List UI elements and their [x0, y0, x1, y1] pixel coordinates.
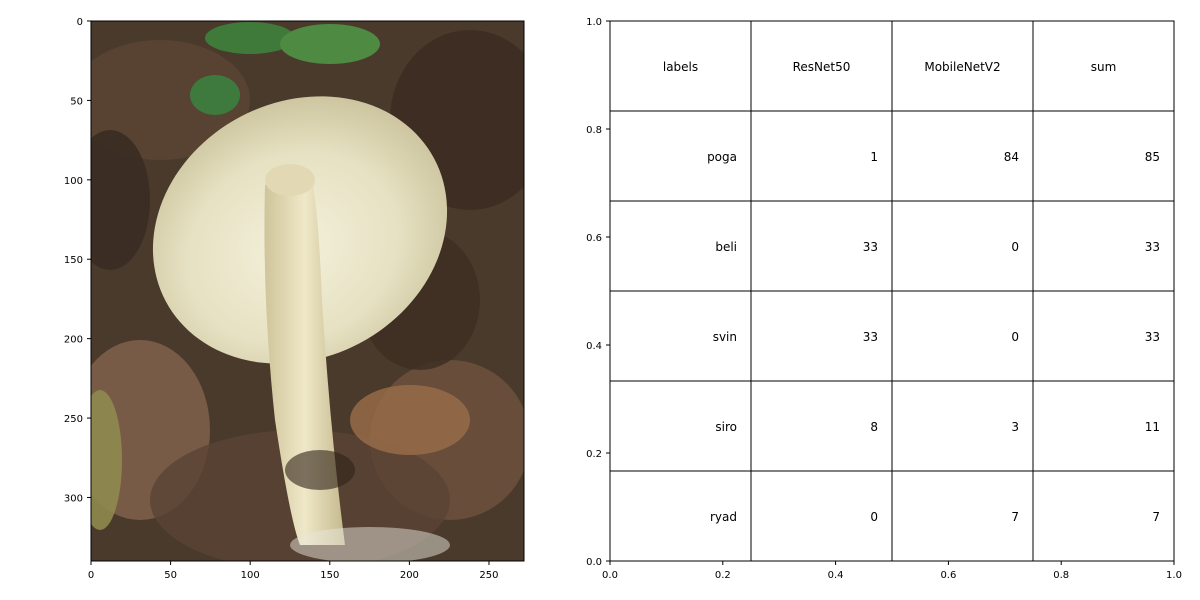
- image-axes: 0 50 100 150 200 250 0 50 100 150 200 250 300: [64, 17, 525, 581]
- table-row-label: poga: [707, 150, 737, 164]
- image-x-tick-label: 250: [479, 570, 498, 581]
- image-y-tick-label: 200: [64, 335, 83, 346]
- table-header-cell: sum: [1091, 60, 1117, 74]
- table-y-tick-label: 0.0: [586, 557, 602, 568]
- table-cell: 85: [1145, 150, 1160, 164]
- table-x-tick-label: 0.2: [715, 570, 731, 581]
- table-y-tick-label: 0.4: [586, 341, 602, 352]
- table-cell: 33: [863, 240, 878, 254]
- table-y-tick-label: 0.2: [586, 449, 602, 460]
- image-x-tick-label: 200: [400, 570, 419, 581]
- image-x-tick-label: 150: [320, 570, 339, 581]
- table-cell: 8: [870, 420, 878, 434]
- table-header-cell: ResNet50: [793, 60, 851, 74]
- table-cell: 1: [870, 150, 878, 164]
- image-x-tick-label: 0: [88, 570, 94, 581]
- image-x-tick-label: 100: [241, 570, 260, 581]
- table-cell: 7: [1152, 510, 1160, 524]
- table-row-label: ryad: [710, 510, 737, 524]
- table-x-tick-label: 1.0: [1166, 570, 1182, 581]
- table-cell: 0: [1011, 330, 1019, 344]
- image-y-tick-label: 0: [77, 17, 83, 28]
- image-y-tick-label: 150: [64, 255, 83, 266]
- table-x-tick-label: 0.4: [828, 570, 844, 581]
- table-x-tick-label: 0.6: [940, 570, 956, 581]
- table-cell: 84: [1004, 150, 1019, 164]
- image-y-tick-label: 100: [64, 176, 83, 187]
- table-cell: 33: [1145, 330, 1160, 344]
- table-y-tick-label: 0.6: [586, 233, 602, 244]
- table-cell: 0: [870, 510, 878, 524]
- table-cell: 7: [1011, 510, 1019, 524]
- table-cell: 0: [1011, 240, 1019, 254]
- table-cell: 33: [1145, 240, 1160, 254]
- table-cell: 33: [863, 330, 878, 344]
- table-row-label: siro: [715, 420, 737, 434]
- mushroom-photo: [91, 21, 524, 561]
- table-axes: labels ResNet50 MobileNetV2 sum poga 1 84 85 bel…: [586, 17, 1182, 581]
- table-row-label: beli: [715, 240, 737, 254]
- image-y-tick-label: 300: [64, 493, 83, 504]
- table-header-cell: MobileNetV2: [924, 60, 1000, 74]
- table-x-tick-label: 0.8: [1053, 570, 1069, 581]
- image-y-tick-label: 250: [64, 414, 83, 425]
- table-cell: 11: [1145, 420, 1160, 434]
- image-x-tick-label: 50: [164, 570, 177, 581]
- table-y-tick-label: 0.8: [586, 125, 602, 136]
- table-x-tick-label: 0.0: [602, 570, 618, 581]
- table-row-label: svin: [713, 330, 737, 344]
- table-cell: 3: [1011, 420, 1019, 434]
- table-y-tick-label: 1.0: [586, 17, 602, 28]
- image-y-tick-label: 50: [70, 96, 83, 107]
- table-header-cell: labels: [663, 60, 698, 74]
